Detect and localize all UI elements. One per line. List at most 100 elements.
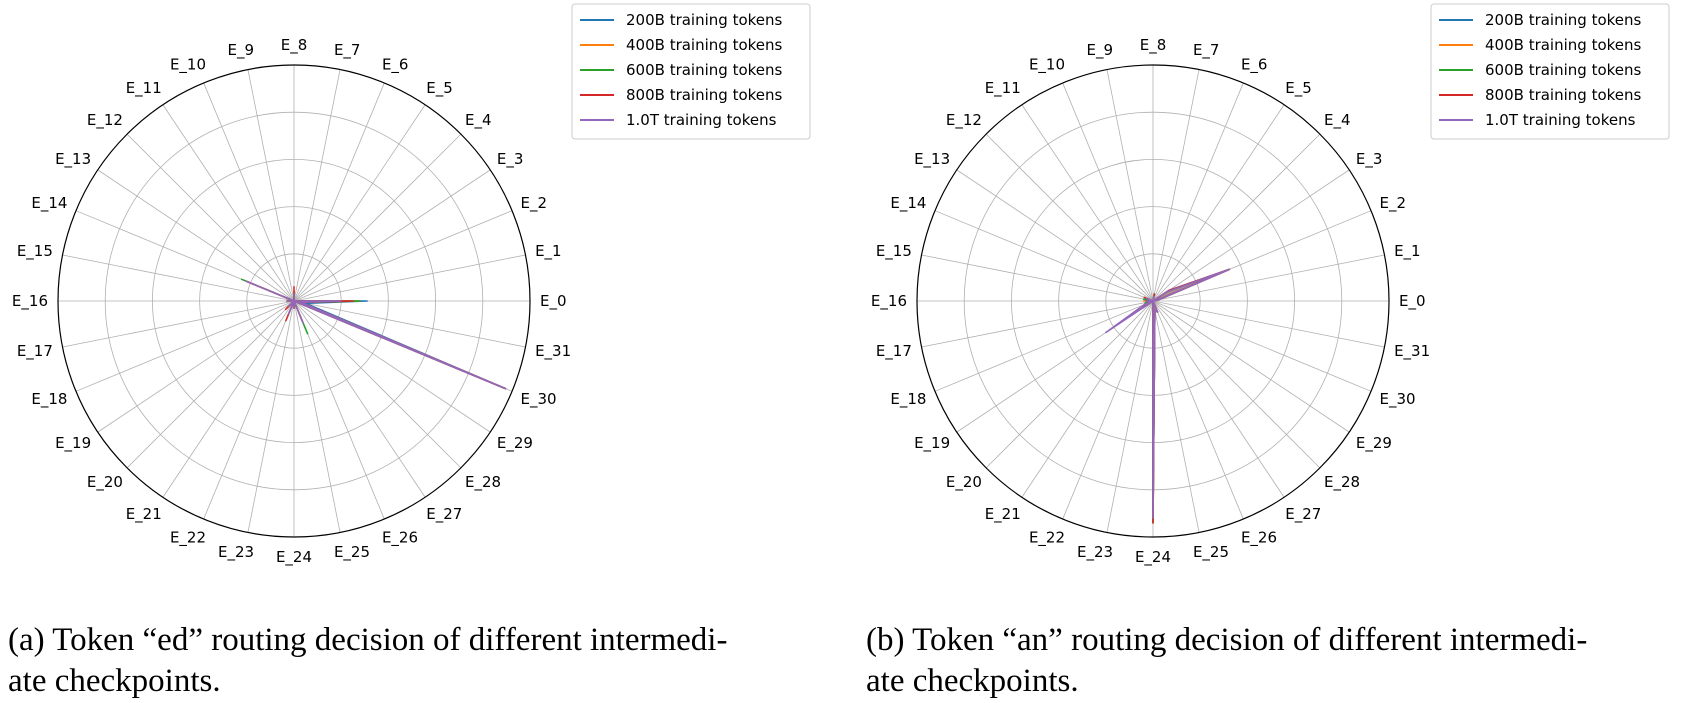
grid-spoke bbox=[1152, 300, 1244, 520]
legend-entry: 600B training tokens bbox=[1485, 61, 1642, 79]
expert-tick-label: E_29 bbox=[497, 434, 533, 453]
grid-spoke bbox=[934, 300, 1154, 392]
grid-spoke bbox=[1106, 300, 1154, 533]
grid-spoke bbox=[1152, 300, 1372, 392]
grid-spoke bbox=[985, 133, 1154, 302]
expert-tick-label: E_2 bbox=[521, 194, 548, 213]
grid-spoke bbox=[921, 300, 1154, 348]
grid-spoke bbox=[293, 300, 526, 348]
expert-tick-label: E_18 bbox=[890, 390, 926, 409]
expert-tick-label: E_5 bbox=[426, 79, 453, 98]
legend-entry: 800B training tokens bbox=[626, 86, 783, 104]
expert-tick-label: E_8 bbox=[281, 36, 308, 55]
expert-tick-label: E_7 bbox=[1193, 41, 1220, 60]
expert-tick-label: E_4 bbox=[465, 111, 492, 130]
grid-spoke bbox=[934, 210, 1154, 302]
grid-spoke bbox=[293, 210, 513, 302]
expert-tick-label: E_0 bbox=[1399, 292, 1426, 311]
expert-tick-label: E_14 bbox=[31, 194, 67, 213]
expert-tick-label: E_12 bbox=[946, 111, 982, 130]
polar-frame bbox=[916, 64, 1390, 538]
expert-tick-label: E_13 bbox=[914, 150, 950, 169]
expert-tick-label: E_1 bbox=[1394, 242, 1421, 261]
grid-spoke bbox=[1152, 69, 1200, 302]
expert-tick-label: E_1 bbox=[535, 242, 562, 261]
expert-tick-label: E_29 bbox=[1356, 434, 1392, 453]
legend-entry: 1.0T training tokens bbox=[1485, 111, 1636, 129]
caption-b-line2: ate checkpoints. bbox=[866, 663, 1079, 699]
expert-tick-label: E_15 bbox=[17, 242, 53, 261]
expert-tick-label: E_19 bbox=[914, 434, 950, 453]
expert-tick-label: E_23 bbox=[1077, 543, 1113, 562]
grid-spoke bbox=[75, 300, 295, 392]
grid-spoke bbox=[293, 133, 462, 302]
expert-tick-label: E_28 bbox=[1324, 473, 1360, 492]
expert-tick-label: E_7 bbox=[334, 41, 361, 60]
grid-spoke bbox=[293, 254, 526, 302]
legend-entry: 1.0T training tokens bbox=[626, 111, 777, 129]
expert-tick-label: E_21 bbox=[985, 505, 1021, 524]
expert-tick-label: E_25 bbox=[1193, 543, 1229, 562]
expert-tick-label: E_26 bbox=[1241, 529, 1277, 548]
grid-spoke bbox=[1062, 300, 1154, 520]
grid-spoke bbox=[293, 300, 462, 469]
polar-frame bbox=[57, 64, 531, 538]
expert-tick-label: E_3 bbox=[1356, 150, 1383, 169]
legend-a: 200B training tokens 400B training tokens… bbox=[571, 3, 811, 140]
expert-tick-label: E_21 bbox=[126, 505, 162, 524]
expert-tick-label: E_16 bbox=[12, 292, 48, 311]
grid-spoke bbox=[293, 300, 491, 433]
expert-tick-label: E_31 bbox=[535, 342, 571, 361]
series-polygon-b-4 bbox=[1105, 268, 1231, 519]
expert-tick-label: E_13 bbox=[55, 150, 91, 169]
grid-spoke bbox=[921, 254, 1154, 302]
grid-spoke bbox=[62, 254, 295, 302]
expert-tick-label: E_24 bbox=[1135, 548, 1171, 567]
expert-tick-label: E_11 bbox=[985, 79, 1021, 98]
radar-chart-b: E_0E_1E_2E_3E_4E_5E_6E_7E_8E_9E_10E_11E_… bbox=[871, 3, 1670, 567]
expert-tick-label: E_17 bbox=[876, 342, 912, 361]
legend-b: 200B training tokens 400B training tokens… bbox=[1430, 3, 1670, 140]
expert-tick-label: E_17 bbox=[17, 342, 53, 361]
grid-spoke bbox=[97, 300, 295, 433]
expert-tick-label: E_22 bbox=[1029, 529, 1065, 548]
legend-frame bbox=[571, 3, 811, 140]
expert-tick-label: E_25 bbox=[334, 543, 370, 562]
grid-spoke bbox=[293, 69, 341, 302]
expert-tick-label: E_10 bbox=[170, 55, 206, 74]
expert-tick-label: E_15 bbox=[876, 242, 912, 261]
series-polygon-a-4 bbox=[245, 280, 507, 390]
expert-tick-label: E_2 bbox=[1380, 194, 1407, 213]
grid-spoke bbox=[247, 69, 295, 302]
grid-spoke bbox=[162, 104, 295, 302]
expert-tick-label: E_27 bbox=[1285, 505, 1321, 524]
expert-tick-label: E_10 bbox=[1029, 55, 1065, 74]
expert-tick-label: E_28 bbox=[465, 473, 501, 492]
grid-spoke bbox=[62, 300, 295, 348]
grid-spoke bbox=[97, 169, 295, 302]
grid-spoke bbox=[126, 133, 295, 302]
grid-spoke bbox=[247, 300, 295, 533]
expert-tick-label: E_23 bbox=[218, 543, 254, 562]
legend-entry: 400B training tokens bbox=[626, 36, 783, 54]
grid-spoke bbox=[1152, 104, 1285, 302]
grid-spoke bbox=[293, 300, 426, 498]
expert-tick-label: E_6 bbox=[1241, 55, 1268, 74]
grid-spoke bbox=[162, 300, 295, 498]
legend-entry: 600B training tokens bbox=[626, 61, 783, 79]
expert-tick-label: E_24 bbox=[276, 548, 312, 567]
grid-spoke bbox=[985, 300, 1154, 469]
expert-tick-label: E_31 bbox=[1394, 342, 1430, 361]
expert-tick-label: E_30 bbox=[521, 390, 557, 409]
grid-spoke bbox=[126, 300, 295, 469]
grid-spoke bbox=[1152, 254, 1385, 302]
grid-spoke bbox=[1152, 300, 1385, 348]
radar-chart-a: E_0E_1E_2E_3E_4E_5E_6E_7E_8E_9E_10E_11E_… bbox=[12, 3, 811, 567]
legend-entry: 200B training tokens bbox=[626, 11, 783, 29]
expert-tick-label: E_11 bbox=[126, 79, 162, 98]
expert-tick-label: E_19 bbox=[55, 434, 91, 453]
expert-tick-label: E_9 bbox=[1087, 41, 1114, 60]
expert-tick-label: E_3 bbox=[497, 150, 524, 169]
expert-tick-label: E_12 bbox=[87, 111, 123, 130]
expert-tick-label: E_18 bbox=[31, 390, 67, 409]
